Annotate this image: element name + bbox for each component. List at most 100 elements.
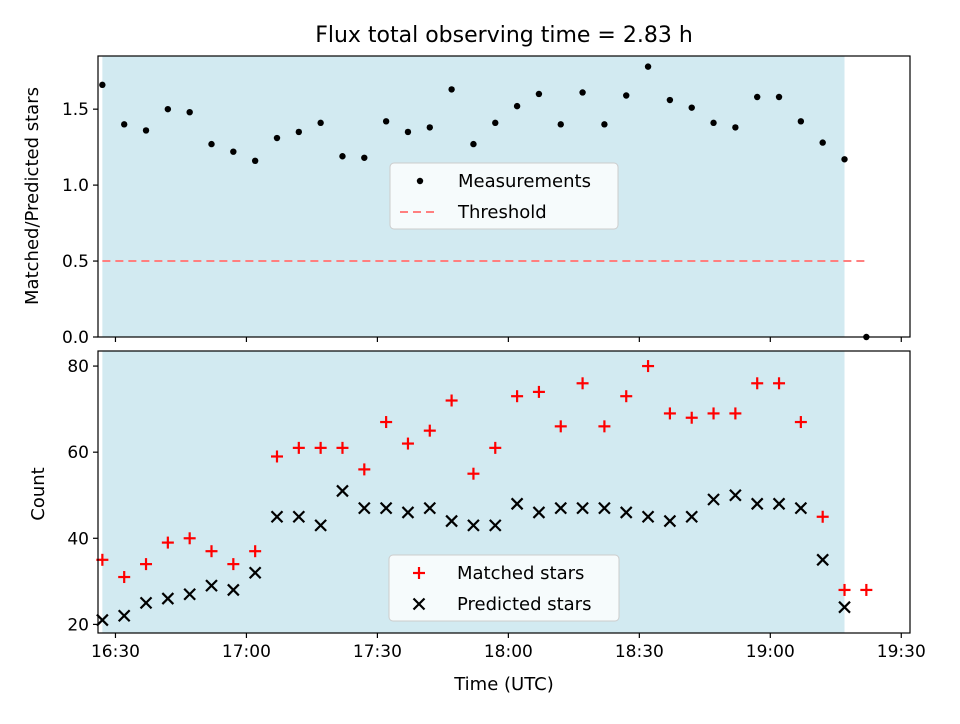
measurement-point xyxy=(797,118,805,125)
predicted-star-point xyxy=(96,613,109,627)
matched-star-point xyxy=(140,558,153,571)
predicted-star-point xyxy=(161,592,175,605)
legend: Measurements Threshold xyxy=(389,162,619,230)
x-tick-label: 17:00 xyxy=(222,642,271,662)
bottom-y-axis-label: Count xyxy=(28,467,49,520)
y-tick-label: 20 xyxy=(67,615,89,635)
x-b xyxy=(412,597,426,611)
measurement-point xyxy=(513,102,521,110)
predicted-star-point xyxy=(445,514,458,528)
matched-star-point xyxy=(227,558,240,571)
measurement-point xyxy=(251,157,259,165)
predicted-star-point xyxy=(488,519,502,532)
top-y-axis-label: Matched/Predicted stars xyxy=(22,87,43,305)
matched-star-point xyxy=(816,510,829,523)
x-b xyxy=(838,600,851,614)
x-b xyxy=(619,506,633,519)
x-tick-label: 16:30 xyxy=(91,642,140,662)
matched-star-point xyxy=(685,411,698,424)
axes-frame xyxy=(97,55,911,338)
predicted-star-point xyxy=(619,506,633,519)
x-b xyxy=(445,514,458,528)
predicted-star-point xyxy=(248,566,262,580)
matched-star-point xyxy=(794,416,807,429)
matched-star-point xyxy=(532,385,545,398)
measurement-point xyxy=(295,128,303,136)
predicted-star-point xyxy=(227,583,240,597)
x-b xyxy=(401,506,415,519)
x-b xyxy=(248,566,262,580)
matched-star-point xyxy=(751,377,764,390)
matched-star-point xyxy=(729,407,742,420)
matched-star-point xyxy=(314,441,327,454)
measurement-point xyxy=(426,124,433,131)
predicted-star-point xyxy=(139,596,153,610)
x-b xyxy=(292,510,306,524)
x-b xyxy=(117,609,131,623)
measurement-point xyxy=(382,118,390,125)
measurement-point xyxy=(99,81,106,89)
measurement-point xyxy=(361,154,368,161)
x-b xyxy=(423,501,437,515)
predicted-star-point xyxy=(205,579,218,592)
measurement-point xyxy=(142,127,150,134)
x-b xyxy=(510,497,524,511)
legend-matched-swatch xyxy=(413,567,425,579)
measurement-point xyxy=(273,134,281,142)
x-axis-label: Time (UTC) xyxy=(453,674,554,695)
measurement-point xyxy=(448,86,455,93)
matched-star-point xyxy=(576,377,589,390)
x-b xyxy=(183,587,196,601)
matched-star-point xyxy=(642,360,655,373)
measurement-point xyxy=(164,105,172,113)
matched-star-point xyxy=(161,536,174,549)
matched-star-point xyxy=(249,545,262,558)
predicted-star-point xyxy=(336,484,349,498)
predicted-star-point xyxy=(183,587,196,601)
x-b xyxy=(358,501,371,515)
matched-star-point xyxy=(336,441,349,454)
x-b xyxy=(488,519,502,532)
y-tick-label: 0.0 xyxy=(62,328,89,348)
legend-box xyxy=(389,162,619,230)
y-tick-label: 80 xyxy=(67,357,89,377)
predicted-star-point xyxy=(663,514,677,528)
measurement-point xyxy=(579,89,586,96)
x-b xyxy=(227,583,240,597)
legend-label: Matched stars xyxy=(457,563,584,584)
legend-label: Predicted stars xyxy=(457,594,591,615)
x-b xyxy=(336,484,349,498)
predicted-star-point xyxy=(467,519,480,532)
measurement-point xyxy=(230,148,237,155)
matched-star-point xyxy=(707,407,720,420)
x-b xyxy=(685,510,698,524)
matched-star-point xyxy=(445,394,458,407)
x-b xyxy=(96,613,109,627)
x-tick-label: 18:30 xyxy=(615,642,664,662)
x-b xyxy=(729,488,742,502)
predicted-star-point xyxy=(598,501,611,515)
matched-star-point xyxy=(838,583,851,596)
predicted-star-point xyxy=(358,501,371,515)
x-tick-label: 18:00 xyxy=(484,642,533,662)
predicted-star-point xyxy=(576,501,589,515)
measurement-point xyxy=(775,93,783,101)
legend-label: Threshold xyxy=(457,202,547,223)
measurement-point xyxy=(710,119,717,127)
x-b xyxy=(379,501,393,515)
matched-star-point xyxy=(511,390,524,403)
matched-star-point xyxy=(554,420,567,433)
predicted-star-point xyxy=(510,497,524,511)
measurement-point xyxy=(754,93,761,101)
predicted-star-point xyxy=(794,501,808,515)
legend: Matched stars Predicted stars xyxy=(388,554,620,622)
x-b xyxy=(314,519,327,532)
predicted-star-point xyxy=(423,501,437,515)
x-b xyxy=(598,501,611,515)
predicted-star-point xyxy=(641,510,655,524)
predicted-star-point xyxy=(117,609,131,623)
matched-star-point xyxy=(773,377,786,390)
legend-label: Measurements xyxy=(458,171,591,192)
x-b xyxy=(794,501,808,515)
matched-star-point xyxy=(489,441,502,454)
